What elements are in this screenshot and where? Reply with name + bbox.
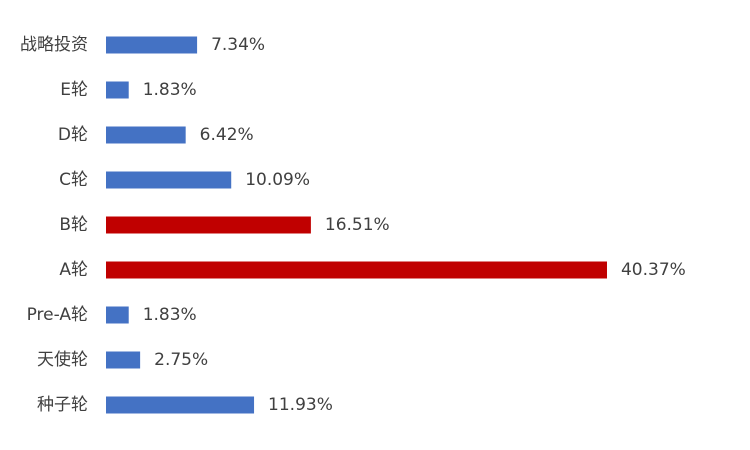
bar	[106, 216, 311, 234]
category-label: E轮	[60, 80, 88, 100]
value-label: 40.37%	[621, 260, 686, 280]
category-label: Pre-A轮	[27, 305, 88, 325]
bar	[106, 396, 255, 414]
value-label: 1.83%	[143, 80, 197, 100]
value-label: 7.34%	[211, 35, 265, 55]
category-label: C轮	[59, 170, 88, 190]
value-label: 10.09%	[245, 170, 310, 190]
value-label: 6.42%	[200, 125, 254, 145]
category-label: 天使轮	[37, 349, 88, 370]
bar	[106, 171, 232, 189]
bar	[106, 36, 198, 54]
value-label: 16.51%	[325, 215, 390, 235]
bar	[106, 126, 186, 144]
bar	[106, 261, 607, 279]
bar	[106, 306, 129, 324]
bar	[106, 81, 129, 99]
value-label: 1.83%	[143, 305, 197, 325]
value-label: 2.75%	[154, 350, 208, 370]
category-label: 种子轮	[37, 395, 88, 415]
bar	[106, 351, 141, 369]
category-label: 战略投资	[20, 35, 88, 55]
category-label: A轮	[59, 260, 88, 280]
category-label: D轮	[58, 125, 88, 145]
category-label: B轮	[59, 215, 88, 235]
value-label: 11.93%	[268, 395, 333, 415]
